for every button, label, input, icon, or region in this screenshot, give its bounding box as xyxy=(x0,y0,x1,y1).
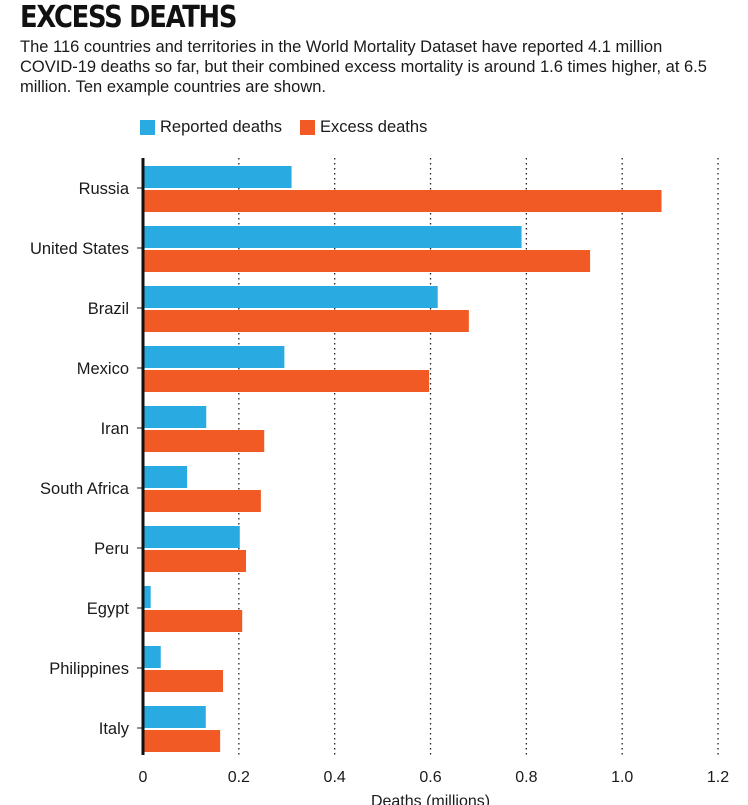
bar-excess xyxy=(143,610,243,632)
category-label: Philippines xyxy=(49,660,129,678)
category-label: Egypt xyxy=(87,600,130,618)
x-tick-label: 0.2 xyxy=(228,769,250,786)
category-label: Iran xyxy=(101,420,129,438)
legend-item-excess: Excess deaths xyxy=(300,118,427,137)
x-axis-title: Deaths (millions) xyxy=(371,793,490,805)
x-tick-label: 0.4 xyxy=(324,769,346,786)
bar-excess xyxy=(143,730,221,752)
legend-item-reported: Reported deaths xyxy=(140,118,282,137)
category-label: Brazil xyxy=(88,300,129,318)
legend-label-reported: Reported deaths xyxy=(160,118,283,136)
category-label: Peru xyxy=(94,540,129,558)
bar-reported xyxy=(143,706,206,728)
category-label: Italy xyxy=(99,720,130,738)
bars xyxy=(143,166,662,752)
bar-excess xyxy=(143,550,247,572)
category-label: Russia xyxy=(79,180,130,198)
x-tick-label: 1.2 xyxy=(707,769,729,786)
bar-reported xyxy=(143,346,285,368)
bar-excess xyxy=(143,310,469,332)
legend-label-excess: Excess deaths xyxy=(320,118,428,136)
bar-reported xyxy=(143,466,188,488)
bar-reported xyxy=(143,526,240,548)
bar-reported xyxy=(143,286,438,308)
x-tick-label: 0.8 xyxy=(515,769,537,786)
legend: Reported deaths Excess deaths xyxy=(140,118,445,137)
bar-excess xyxy=(143,370,430,392)
bar-reported xyxy=(143,226,522,248)
x-axis-ticks: 0 0.2 0.4 0.6 0.8 1.0 1.2 xyxy=(139,769,730,786)
bar-excess xyxy=(143,190,662,212)
bar-excess xyxy=(143,250,591,272)
x-tick-label: 1.0 xyxy=(611,769,633,786)
x-tick-label: 0 xyxy=(139,769,148,786)
chart-title: EXCESS DEATHS xyxy=(20,0,237,35)
bar-excess xyxy=(143,430,265,452)
category-label: Mexico xyxy=(77,360,129,378)
category-label: South Africa xyxy=(40,480,130,498)
bar-reported xyxy=(143,166,292,188)
bar-excess xyxy=(143,670,224,692)
category-label: United States xyxy=(30,240,129,258)
bar-reported xyxy=(143,586,151,608)
x-tick-label: 0.6 xyxy=(419,769,441,786)
chart-subtitle: The 116 countries and territories in the… xyxy=(20,38,707,96)
category-labels: Russia United States Brazil Mexico Iran South… xyxy=(30,180,143,738)
legend-swatch-excess xyxy=(300,120,316,135)
legend-swatch-reported xyxy=(140,120,155,135)
bar-reported xyxy=(143,406,207,428)
bar-reported xyxy=(143,646,161,668)
bar-excess xyxy=(143,490,261,512)
